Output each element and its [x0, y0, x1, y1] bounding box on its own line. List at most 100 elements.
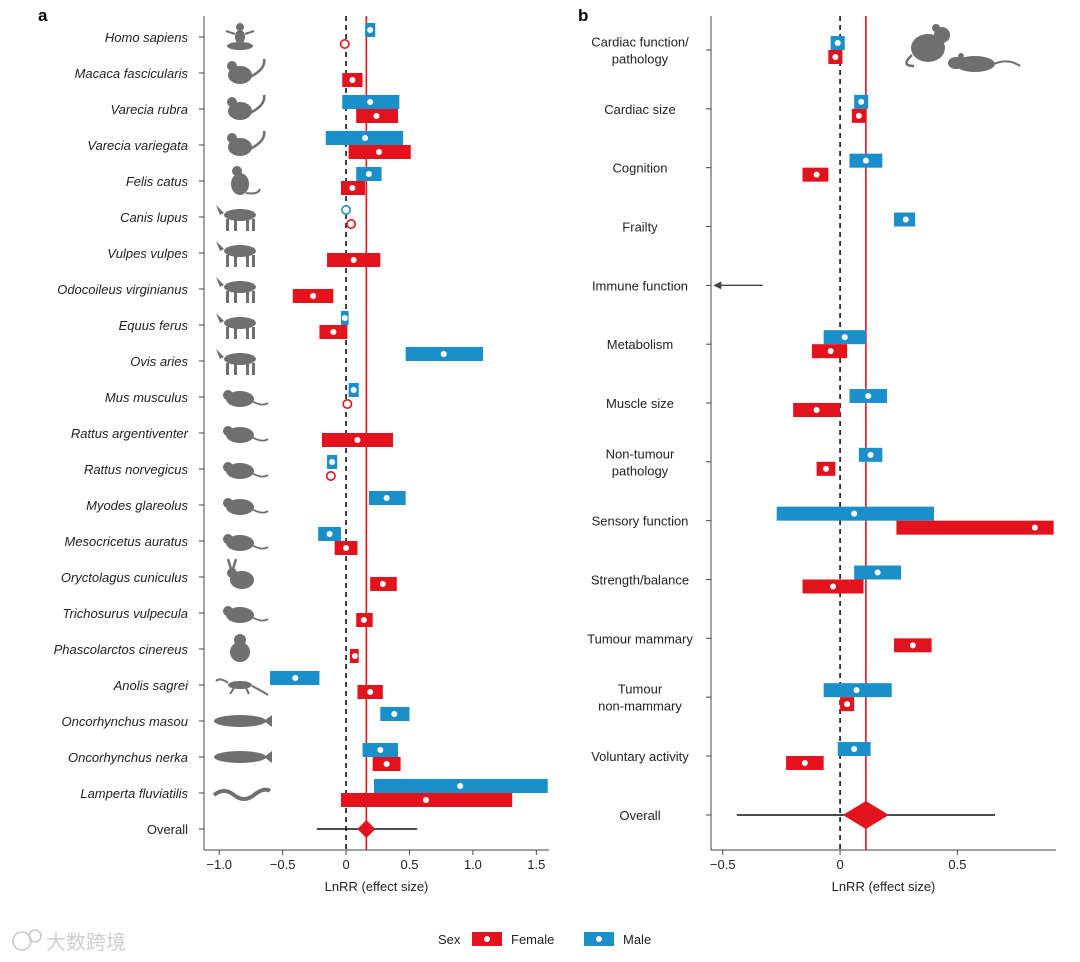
category-label: Muscle size	[606, 396, 674, 411]
male-estimate-point	[362, 135, 369, 141]
female-estimate-point	[350, 257, 357, 263]
koala-silhouette-icon	[230, 634, 250, 662]
macaque-silhouette-icon	[227, 58, 266, 84]
arrow-head-icon	[713, 281, 722, 290]
female-estimate-point	[830, 583, 837, 590]
category-label: Strength/balance	[591, 573, 689, 588]
category-label: Immune function	[592, 278, 688, 293]
wolf-silhouette-icon	[216, 205, 256, 231]
male-estimate-point	[862, 157, 869, 164]
species-label: Mus musculus	[105, 390, 189, 405]
female-estimate-point	[422, 797, 429, 803]
species-label: Homo sapiens	[105, 30, 189, 45]
category-label: Cognition	[613, 161, 668, 176]
possum-silhouette-icon	[223, 606, 269, 623]
hamster-silhouette-icon	[223, 534, 269, 551]
x-tick-label: 1.5	[527, 857, 545, 872]
female-estimate-point	[827, 348, 834, 355]
male-estimate-point	[341, 315, 348, 321]
female-estimate-point	[346, 219, 357, 230]
x-axis-label: LnRR (effect size)	[325, 879, 429, 894]
male-estimate-point	[341, 205, 352, 216]
category-label: Cardiac function/	[591, 35, 689, 50]
male-estimate-point	[853, 687, 860, 694]
panel-a: −1.0 −0.5 0 0.5 1.0 1.5 LnRR (effect size) Homo…	[54, 16, 549, 894]
panel-a-letter: a	[38, 6, 48, 25]
male-estimate-point	[367, 99, 374, 105]
watermark: 大数跨境	[12, 929, 126, 954]
overall-diamond	[842, 801, 889, 829]
female-estimate-point	[373, 113, 380, 119]
masu-salmon-silhouette-icon	[214, 715, 272, 727]
species-label: Varecia rubra	[110, 102, 188, 117]
species-label: Mesocricetus auratus	[64, 534, 188, 549]
female-estimate-point	[1031, 524, 1038, 531]
male-estimate-point	[326, 531, 333, 537]
species-label: Rattus norvegicus	[84, 462, 189, 477]
species-label: Ovis aries	[130, 354, 188, 369]
x-tick-label: −0.5	[270, 857, 296, 872]
category-label: Voluntary activity	[591, 749, 689, 764]
species-label: Odocoileus virginianus	[57, 282, 188, 297]
species-label: Canis lupus	[120, 210, 188, 225]
female-estimate-point	[349, 185, 356, 191]
female-estimate-point	[367, 689, 374, 695]
bank-vole-silhouette-icon	[223, 498, 269, 515]
mouse-and-rat-silhouette-icon	[905, 24, 1021, 72]
deer-silhouette-icon	[216, 277, 256, 303]
species-label: Trichosurus vulpecula	[63, 606, 188, 621]
male-estimate-point	[377, 747, 384, 753]
x-tick-label: 0.5	[948, 857, 966, 872]
x-tick-label: 1.0	[464, 857, 482, 872]
species-label: Varecia variegata	[87, 138, 188, 153]
human-silhouette-icon	[225, 23, 255, 50]
overall-diamond	[357, 820, 376, 838]
anole-lizard-silhouette-icon	[215, 678, 269, 696]
species-label: Vulpes vulpes	[107, 246, 188, 261]
female-estimate-point	[343, 545, 350, 551]
male-estimate-point	[383, 495, 390, 501]
horse-silhouette-icon	[216, 313, 256, 339]
male-estimate-point	[350, 387, 357, 393]
female-estimate-point	[349, 77, 356, 83]
female-estimate-point	[360, 617, 367, 623]
category-label: Frailty	[622, 220, 658, 235]
female-estimate-point	[325, 470, 336, 481]
legend-male-label: Male	[623, 932, 651, 947]
species-label: Oryctolagus cuniculus	[61, 570, 189, 585]
male-estimate-point	[865, 393, 872, 399]
legend-title: Sex	[438, 932, 461, 947]
legend-male-dot	[596, 936, 602, 942]
panel-b: −0.5 0 0.5 LnRR (effect size) Cardiac functi…	[587, 16, 1056, 894]
legend-female-dot	[484, 936, 490, 942]
male-estimate-point	[440, 351, 447, 357]
overall-label: Overall	[619, 808, 660, 823]
category-label: Non-tumour	[606, 446, 675, 461]
red-ruffed-lemur-silhouette-icon	[227, 94, 266, 120]
male-estimate-point	[867, 451, 874, 458]
watermark-text: 大数跨境	[46, 930, 126, 954]
fox-silhouette-icon	[216, 241, 256, 267]
sheep-silhouette-icon	[216, 349, 256, 375]
male-estimate-point	[365, 171, 372, 177]
male-estimate-point	[834, 40, 841, 46]
brown-rat-silhouette-icon	[223, 462, 269, 479]
species-label: Macaca fascicularis	[75, 66, 189, 81]
male-estimate-point	[329, 459, 336, 465]
female-estimate-point	[342, 398, 353, 409]
female-estimate-point	[801, 760, 808, 766]
male-estimate-point	[367, 27, 374, 33]
male-estimate-point	[858, 98, 865, 105]
male-estimate-point	[292, 675, 299, 681]
category-label: Tumour	[618, 682, 663, 697]
female-estimate-point	[354, 437, 361, 443]
x-tick-label: 0	[836, 857, 843, 872]
species-label: Anolis sagrei	[113, 678, 190, 693]
species-label: Felis catus	[126, 174, 189, 189]
mouse-silhouette-icon	[223, 390, 269, 407]
species-label: Oncorhynchus masou	[62, 714, 188, 729]
male-estimate-point	[851, 510, 858, 517]
female-estimate-point	[339, 38, 350, 49]
overall-label: Overall	[147, 822, 188, 837]
